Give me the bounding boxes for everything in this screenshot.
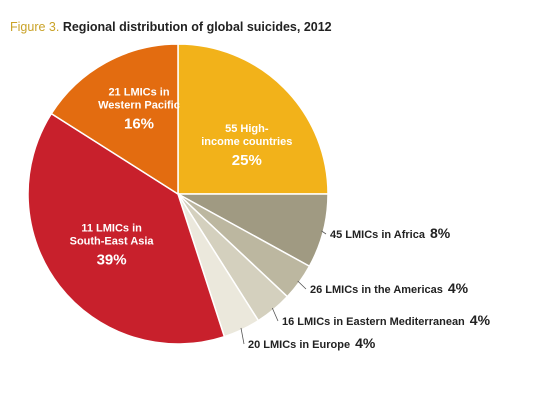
pie-slice-0: [177, 43, 329, 195]
slice-label-5: 11 LMICs in South-East Asia 39%: [70, 223, 155, 269]
slice-label-6: 21 LMICs in Western Pacific 16%: [98, 87, 180, 133]
slice-label-2: 26 LMICs in the Americas 4%: [310, 280, 469, 296]
slice-label-1: 45 LMICs in Africa 8%: [330, 225, 451, 241]
leader-line-1: [321, 230, 327, 235]
figure-number: Figure 3.: [10, 20, 60, 34]
leader-line-2: [297, 280, 307, 290]
pie-labels: 55 High-income countries 25% 45 LMICs in A…: [70, 87, 491, 351]
figure-title-text: Regional distribution of global suicides…: [62, 20, 332, 34]
pie-slices: [27, 43, 329, 345]
slice-label-4: 20 LMICs in Europe 4%: [248, 335, 376, 351]
pie-slice-5: [27, 112, 226, 345]
leader-line-4: [240, 327, 245, 345]
leader-line-3: [271, 307, 279, 322]
slice-label-3: 16 LMICs in Eastern Mediterranean 4%: [282, 312, 491, 328]
figure-title: Figure 3. Regional distribution of globa…: [10, 20, 332, 34]
slice-label-0: 55 High-income countries 25%: [201, 123, 292, 169]
pie-slice-6: [50, 43, 179, 196]
